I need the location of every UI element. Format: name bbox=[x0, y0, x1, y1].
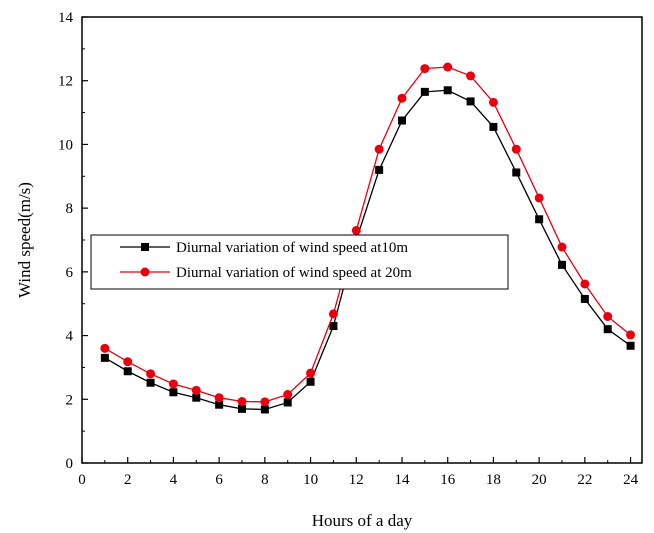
data-point-20m bbox=[397, 93, 407, 103]
x-tick-label: 22 bbox=[577, 472, 592, 488]
data-point-20m bbox=[534, 193, 544, 203]
legend-label-10m: Diurnal variation of wind speed at10m bbox=[176, 240, 408, 256]
data-point-20m bbox=[306, 368, 316, 378]
plot-area-frame bbox=[81, 16, 643, 464]
data-point-20m bbox=[168, 379, 178, 389]
data-point-10m bbox=[146, 378, 155, 387]
data-point-10m bbox=[123, 367, 132, 376]
legend: Diurnal variation of wind speed at10m Di… bbox=[90, 234, 509, 290]
data-point-20m bbox=[214, 393, 224, 403]
data-point-10m bbox=[375, 165, 384, 174]
data-point-20m bbox=[123, 357, 133, 367]
data-point-10m bbox=[512, 168, 521, 177]
y-axis-title: Wind speed(m/s) bbox=[15, 182, 34, 298]
series-line-1 bbox=[104, 66, 631, 403]
y-tick-label: 14 bbox=[58, 10, 74, 26]
x-tick-label: 0 bbox=[78, 472, 86, 488]
legend-item-10m: Diurnal variation of wind speed at10m bbox=[120, 240, 408, 256]
data-point-20m bbox=[260, 397, 270, 407]
x-tick-label: 8 bbox=[261, 472, 269, 488]
x-tick-label: 10 bbox=[303, 472, 318, 488]
data-point-10m bbox=[192, 393, 201, 402]
data-point-10m bbox=[535, 215, 544, 224]
data-point-20m bbox=[557, 242, 567, 252]
data-point-10m bbox=[626, 341, 635, 350]
x-tick-label: 20 bbox=[532, 472, 547, 488]
data-point-10m bbox=[466, 97, 475, 106]
legend-swatch-marker-20m bbox=[140, 267, 150, 277]
data-point-10m bbox=[489, 122, 498, 131]
data-point-10m bbox=[306, 377, 315, 386]
x-tick-label: 4 bbox=[170, 472, 178, 488]
x-tick-label: 18 bbox=[486, 472, 501, 488]
data-point-10m bbox=[283, 398, 292, 407]
data-point-20m bbox=[466, 71, 476, 81]
data-point-10m bbox=[443, 86, 452, 95]
x-tick-label: 2 bbox=[124, 472, 132, 488]
legend-swatch-marker-10m bbox=[141, 243, 149, 251]
data-point-20m bbox=[237, 397, 247, 407]
data-point-20m bbox=[146, 369, 156, 379]
data-point-20m bbox=[374, 144, 384, 154]
y-tick-label: 0 bbox=[66, 456, 74, 472]
data-point-20m bbox=[511, 144, 521, 154]
x-tick-label: 16 bbox=[440, 472, 456, 488]
x-tick-label: 24 bbox=[623, 472, 639, 488]
x-tick-label: 6 bbox=[215, 472, 223, 488]
data-point-20m bbox=[351, 225, 361, 235]
data-point-20m bbox=[443, 62, 453, 72]
y-tick-label: 6 bbox=[66, 265, 74, 281]
data-point-10m bbox=[238, 404, 246, 413]
data-point-10m bbox=[420, 87, 429, 96]
y-axis-ticks: 0 2 4 6 8 10 12 14 bbox=[58, 10, 88, 472]
data-point-20m bbox=[603, 311, 613, 321]
data-point-20m bbox=[626, 330, 636, 340]
data-point-20m bbox=[283, 390, 293, 400]
y-tick-label: 12 bbox=[58, 74, 73, 90]
data-point-10m bbox=[260, 405, 269, 414]
y-tick-label: 4 bbox=[66, 329, 74, 345]
data-point-20m bbox=[420, 64, 430, 74]
data-point-10m bbox=[100, 353, 109, 362]
legend-box bbox=[90, 234, 509, 290]
x-tick-label: 12 bbox=[349, 472, 364, 488]
data-point-10m bbox=[603, 325, 612, 334]
data-point-10m bbox=[558, 260, 566, 269]
data-point-20m bbox=[191, 385, 201, 395]
data-point-20m bbox=[488, 97, 498, 107]
data-point-10m bbox=[329, 322, 338, 331]
x-axis-title: Hours of a day bbox=[312, 511, 413, 530]
y-tick-label: 2 bbox=[66, 392, 74, 408]
data-point-20m bbox=[328, 309, 338, 319]
data-point-20m bbox=[100, 343, 110, 353]
y-tick-label: 8 bbox=[66, 201, 74, 217]
x-axis-ticks: 0 2 4 6 8 10 12 14 16 18 20 22 24 bbox=[78, 457, 639, 488]
data-point-20m bbox=[580, 279, 590, 289]
data-point-10m bbox=[215, 400, 224, 409]
y-tick-label: 10 bbox=[58, 137, 73, 153]
data-point-10m bbox=[398, 116, 406, 125]
x-tick-label: 14 bbox=[395, 472, 411, 488]
data-point-10m bbox=[169, 388, 178, 397]
legend-item-20m: Diurnal variation of wind speed at 20m bbox=[120, 265, 412, 281]
data-point-10m bbox=[580, 294, 589, 303]
legend-label-20m: Diurnal variation of wind speed at 20m bbox=[176, 265, 412, 281]
